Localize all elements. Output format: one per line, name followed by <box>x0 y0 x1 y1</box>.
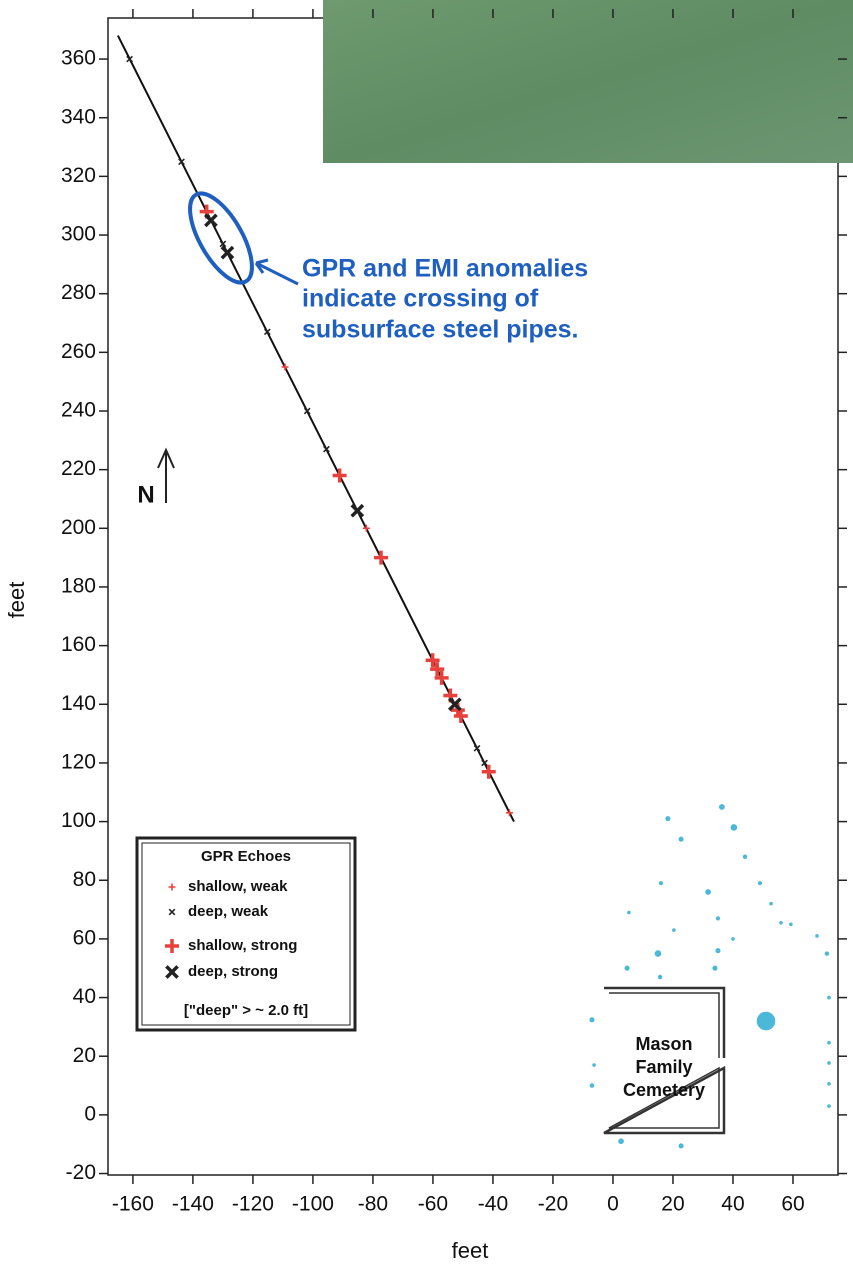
y-tick-label: 160 <box>61 633 96 656</box>
y-tick-label: 0 <box>84 1102 96 1125</box>
tree <box>743 855 748 860</box>
y-tick-label: 120 <box>61 750 96 773</box>
tree <box>769 902 773 906</box>
y-tick-label: 340 <box>61 105 96 128</box>
tree <box>589 1017 594 1022</box>
y-tick-label: 360 <box>61 47 96 70</box>
tree <box>815 934 819 938</box>
y-axis-title: feet <box>4 582 29 619</box>
tree <box>627 911 631 915</box>
tree <box>665 816 670 821</box>
tree <box>679 1143 684 1148</box>
annotation: subsurface steel pipes. <box>302 316 579 344</box>
tree <box>789 922 793 926</box>
y-tick-label: 240 <box>61 399 96 422</box>
x-tick-label: -20 <box>538 1193 568 1216</box>
tree <box>731 937 735 941</box>
legend-label: shallow, weak <box>188 878 288 895</box>
x-tick-label: -120 <box>232 1193 274 1216</box>
x-tick-label: 60 <box>781 1193 804 1216</box>
y-tick-label: 260 <box>61 340 96 363</box>
legend-title: GPR Echoes <box>201 848 291 865</box>
y-tick-label: -20 <box>66 1161 96 1184</box>
y-tick-label: 280 <box>61 281 96 304</box>
x-tick-label: -60 <box>418 1193 448 1216</box>
plus-marker <box>482 765 496 779</box>
y-tick-label: 320 <box>61 164 96 187</box>
tree <box>757 1012 776 1031</box>
north-label: N <box>137 481 154 508</box>
y-tick-label: 80 <box>73 868 96 891</box>
tree <box>827 1082 831 1086</box>
tree <box>712 966 717 971</box>
tree <box>825 951 830 956</box>
north-arrow <box>158 450 174 503</box>
legend-label: shallow, strong <box>188 937 297 954</box>
plus-marker <box>506 809 513 816</box>
cemetery-label: Mason <box>635 1034 692 1054</box>
y-tick-label: 180 <box>61 575 96 598</box>
x-tick-label: -80 <box>358 1193 388 1216</box>
tree <box>659 881 663 885</box>
tree <box>618 1138 624 1144</box>
tree <box>827 996 831 1000</box>
tree <box>679 837 684 842</box>
tree <box>655 950 662 957</box>
cemetery-label: Family <box>635 1057 692 1077</box>
x-tick-label: 20 <box>661 1193 684 1216</box>
tree <box>672 928 676 932</box>
x-marker <box>222 247 233 258</box>
cemetery-label: Cemetery <box>623 1080 705 1100</box>
x-tick-label: 40 <box>721 1193 744 1216</box>
tree <box>625 966 630 971</box>
y-tick-label: 140 <box>61 692 96 715</box>
tree <box>719 804 725 810</box>
tree <box>705 889 711 895</box>
legend-label: deep, weak <box>188 903 269 920</box>
x-tick-label: 0 <box>607 1193 619 1216</box>
y-tick-label: 220 <box>61 457 96 480</box>
tree <box>827 1041 831 1045</box>
tree <box>827 1061 831 1065</box>
tree <box>715 948 720 953</box>
y-tick-label: 200 <box>61 516 96 539</box>
x-tick-label: -100 <box>292 1193 334 1216</box>
tree <box>592 1063 596 1067</box>
x-tick-label: -160 <box>112 1193 154 1216</box>
x-tick-label: -140 <box>172 1193 214 1216</box>
annotation: indicate crossing of <box>302 285 539 313</box>
annotation: GPR and EMI anomalies <box>302 255 588 283</box>
tree <box>758 881 762 885</box>
tree <box>716 916 720 920</box>
tree <box>658 975 663 980</box>
y-tick-label: 100 <box>61 809 96 832</box>
tree <box>779 921 783 925</box>
y-tick-label: 300 <box>61 223 96 246</box>
annotation-arrow <box>256 260 298 284</box>
y-tick-label: 60 <box>73 926 96 949</box>
plus-marker <box>333 469 347 483</box>
chart: Mason Family Cemetery GPR and EMI anomal… <box>0 0 853 1268</box>
x-axis-title: feet <box>452 1238 489 1263</box>
legend-note: ["deep" > ~ 2.0 ft] <box>184 1002 308 1019</box>
x-tick-label: -40 <box>478 1193 508 1216</box>
x-marker <box>352 505 363 516</box>
y-tick-label: 20 <box>73 1044 96 1067</box>
x-marker <box>205 215 216 226</box>
plus-marker <box>374 551 388 565</box>
y-tick-label: 40 <box>73 985 96 1008</box>
photo-inset <box>323 0 853 163</box>
tree <box>827 1104 831 1108</box>
tree <box>590 1083 595 1088</box>
legend-label: deep, strong <box>188 963 278 980</box>
tree <box>731 824 738 831</box>
